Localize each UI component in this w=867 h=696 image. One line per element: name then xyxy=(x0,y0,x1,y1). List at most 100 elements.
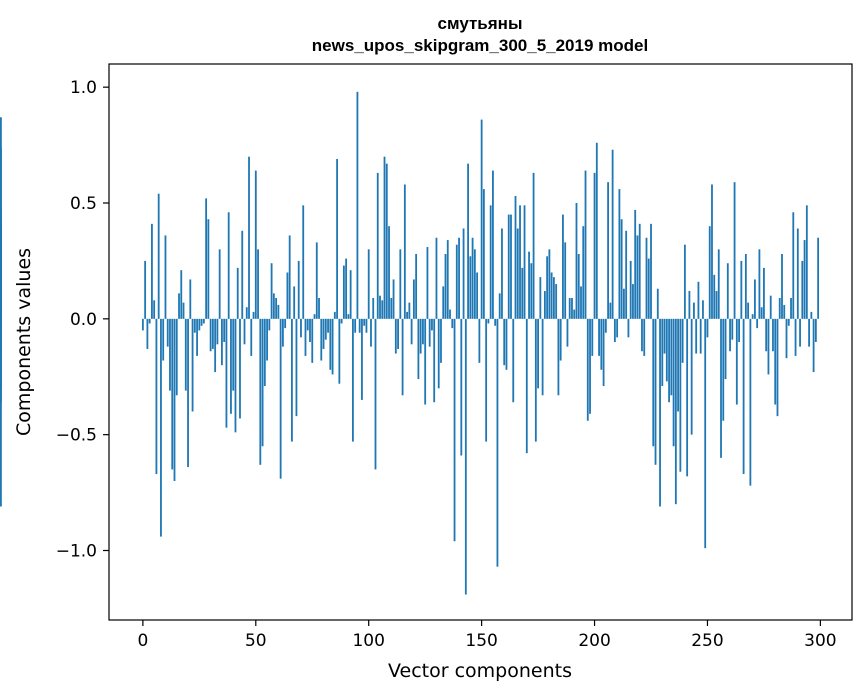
bar xyxy=(453,318,456,542)
bar xyxy=(187,318,189,468)
bar xyxy=(182,302,185,319)
bar xyxy=(482,189,485,319)
bar xyxy=(272,293,275,319)
bar xyxy=(537,318,539,389)
bar xyxy=(394,318,397,354)
bar xyxy=(476,272,479,319)
bar xyxy=(627,318,630,338)
bar xyxy=(625,230,628,319)
bar xyxy=(270,263,273,319)
bar xyxy=(785,318,788,359)
bar xyxy=(259,318,262,465)
bar xyxy=(392,279,395,319)
bar xyxy=(790,297,792,319)
bar xyxy=(408,302,411,319)
bar xyxy=(0,297,2,319)
bar xyxy=(202,318,205,324)
bar xyxy=(774,318,777,405)
bar xyxy=(512,318,515,403)
bar xyxy=(250,318,253,356)
bar xyxy=(758,249,761,319)
bar xyxy=(363,318,366,326)
bar xyxy=(552,277,555,319)
bar xyxy=(562,214,564,319)
bar xyxy=(584,170,587,319)
bar xyxy=(225,318,228,428)
bar xyxy=(327,318,329,333)
bar xyxy=(374,318,377,470)
bar xyxy=(469,256,472,319)
bar xyxy=(541,318,544,396)
bar xyxy=(713,274,716,319)
bar xyxy=(471,237,474,319)
bar xyxy=(455,244,458,319)
bar xyxy=(616,318,619,338)
bar xyxy=(548,249,551,319)
bar xyxy=(349,270,352,319)
bar xyxy=(336,158,338,319)
bar xyxy=(645,237,648,319)
y-axis-label: Components values xyxy=(13,248,35,436)
bar xyxy=(284,318,287,329)
bar xyxy=(275,297,278,319)
bar xyxy=(485,318,488,442)
bar xyxy=(760,307,763,319)
bar xyxy=(345,258,348,319)
bar xyxy=(530,263,533,319)
bar xyxy=(214,318,217,373)
bar xyxy=(175,318,178,396)
bar xyxy=(519,205,521,319)
bar xyxy=(141,318,144,331)
bar xyxy=(641,318,643,352)
bar xyxy=(302,205,305,319)
bar xyxy=(160,318,162,537)
bar xyxy=(722,318,725,421)
bar xyxy=(388,226,390,319)
bar xyxy=(794,318,797,356)
bar xyxy=(324,318,327,340)
bar xyxy=(604,318,607,333)
bar xyxy=(695,318,698,354)
bar xyxy=(702,300,704,319)
bar xyxy=(487,318,490,324)
bar xyxy=(261,318,264,447)
bar xyxy=(354,318,357,333)
bar xyxy=(787,318,790,326)
bar xyxy=(708,226,711,319)
bar xyxy=(162,318,165,361)
bar xyxy=(720,318,722,458)
bar xyxy=(340,318,343,324)
bar xyxy=(801,260,804,319)
bar xyxy=(756,318,759,329)
bar xyxy=(778,297,781,319)
bar xyxy=(333,311,336,319)
bar xyxy=(412,279,415,319)
bar xyxy=(295,318,298,417)
bar xyxy=(507,214,510,319)
bar xyxy=(428,318,431,347)
bar xyxy=(742,318,745,475)
bar xyxy=(731,318,734,340)
bar xyxy=(223,318,226,342)
bar xyxy=(171,318,174,470)
bar xyxy=(792,212,795,319)
bar xyxy=(277,304,280,319)
bar xyxy=(424,318,427,405)
bar xyxy=(169,318,171,391)
bar xyxy=(230,318,232,414)
bar xyxy=(733,182,736,319)
x-tick-label: 50 xyxy=(245,631,267,651)
bar xyxy=(243,318,246,345)
bar xyxy=(300,318,302,338)
bar xyxy=(209,318,212,352)
bar xyxy=(376,172,379,319)
bar xyxy=(744,253,747,319)
chart-subtitle: news_upos_skipgram_300_5_2019 model xyxy=(312,36,648,55)
bar xyxy=(613,318,616,342)
bar xyxy=(586,318,589,421)
bar xyxy=(781,253,783,319)
bar xyxy=(446,240,449,319)
bar xyxy=(148,318,151,324)
bar xyxy=(361,318,363,400)
bar xyxy=(372,297,375,319)
